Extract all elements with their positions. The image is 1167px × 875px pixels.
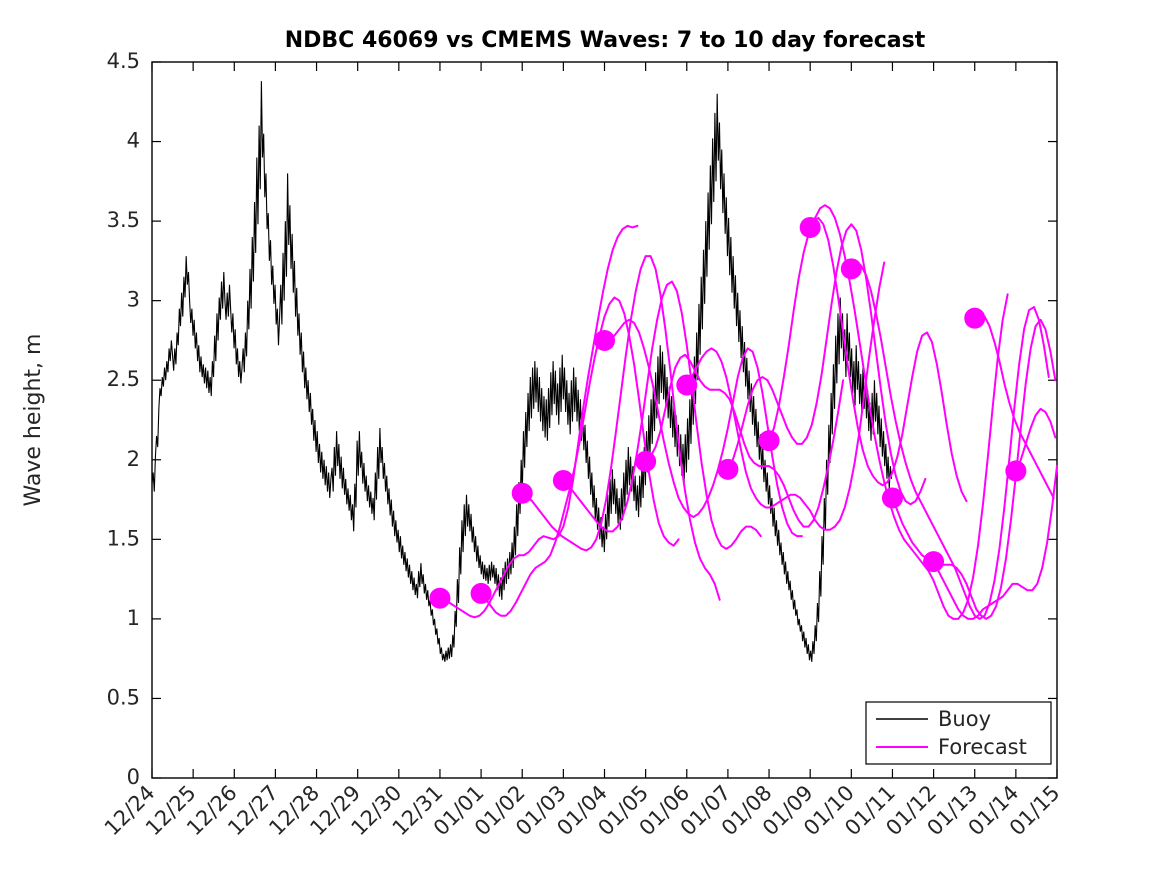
y-tick-label: 0.5 [107,685,140,709]
legend-box [865,701,1052,765]
y-axis-title: Wave height, m [21,334,46,507]
forecast-line [809,204,1009,620]
forecast-line [644,353,845,528]
forecast-start-marker [840,258,862,280]
y-tick-label: 3.5 [107,208,140,232]
forecast-line [1014,407,1057,472]
y-tick-label: 2 [127,447,140,471]
forecast-start-marker [470,582,492,604]
y-tick-label: 4.5 [107,49,140,73]
forecast-line [438,224,639,619]
forecast-start-marker [635,450,657,472]
forecast-start-marker [717,458,739,480]
legend: Buoy Forecast [865,701,1052,765]
forecast-start-marker [923,551,945,573]
forecast-start-marker [1005,460,1027,482]
forecast-line [480,296,680,617]
forecast-start-marker [676,374,698,396]
y-tick-label: 1 [127,606,140,630]
forecast-start-marker [964,307,986,329]
forecast-line [562,280,762,550]
series-buoy [151,81,893,662]
forecast-start-markers [429,216,1027,609]
forecast-start-marker [758,430,780,452]
y-axis-ticks: 0 0.5 1 1.5 2 2.5 3 3.5 4 4.5 [107,49,1057,789]
forecast-line [850,261,1050,620]
y-tick-label: 1.5 [107,526,140,550]
forecast-start-marker [511,482,533,504]
legend-label-buoy: Buoy [938,707,991,731]
forecast-start-marker [552,469,574,491]
forecast-line [891,318,1057,620]
buoy-line [151,81,893,662]
forecast-line [685,261,886,531]
forecast-start-marker [594,329,615,351]
y-tick-label: 0 [127,765,140,789]
y-tick-label: 3 [127,288,140,312]
plot-frame [151,61,1058,779]
y-tick-label: 2.5 [107,367,140,391]
forecast-start-marker [799,216,821,238]
forecast-line [932,465,1058,620]
forecast-line [726,223,927,506]
forecast-line [973,312,1055,499]
forecast-line [768,216,968,503]
chart-title: NDBC 46069 vs CMEMS Waves: 7 to 10 day f… [285,28,926,53]
forecast-start-marker [429,587,451,609]
series-forecast [438,204,1058,620]
forecast-start-marker [881,487,903,509]
legend-label-forecast: Forecast [938,735,1027,759]
y-tick-label: 4 [127,129,140,153]
forecast-line [521,255,721,601]
